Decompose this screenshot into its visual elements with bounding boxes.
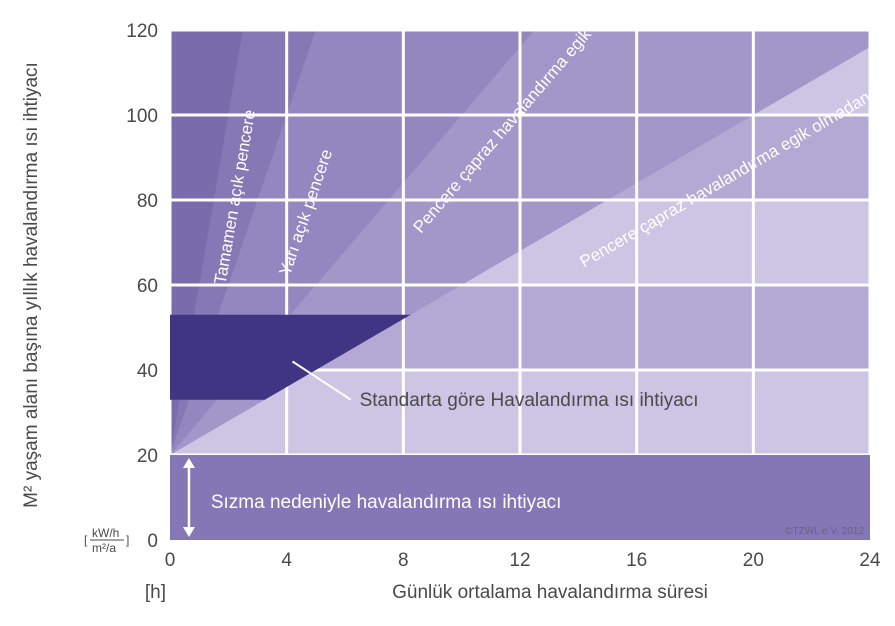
x-tick-label: 8 [398,550,409,571]
infiltration-label: Sızma nedeniyle havalandırma ısı ihtiyac… [211,492,562,513]
x-tick-label: 4 [281,550,292,571]
y-tick-label: 0 [147,531,158,552]
y-unit-bottom: m²/a [92,541,116,555]
y-unit-top: kW/h [92,526,119,540]
y-tick-label: 40 [137,361,158,382]
standard-band-label: Standarta göre Havalandırma ısı ihtiyacı [360,390,699,411]
x-axis-label: Günlük ortalama havalandırma süresi [392,582,708,603]
y-axis-label: M² yaşam alanı başına yıllık havalandırm… [21,62,42,508]
y-tick-label: 80 [137,191,158,212]
x-tick-label: 0 [165,550,176,571]
x-axis-unit: [h] [145,582,166,603]
y-unit-bracket-close: ] [126,533,129,547]
y-tick-label: 120 [126,21,158,42]
x-tick-label: 24 [859,550,881,571]
copyright-text: ©TZWL e.V. 2012 [785,526,864,537]
chart-container: Tamamen açık pencereYarı açık pencerePen… [0,0,895,626]
y-unit-bracket-open: [ [84,533,88,547]
x-tick-label: 16 [626,550,647,571]
chart-svg: Tamamen açık pencereYarı açık pencerePen… [0,0,895,626]
y-tick-label: 60 [137,276,158,297]
y-tick-label: 20 [137,446,158,467]
y-tick-label: 100 [126,106,158,127]
x-tick-label: 20 [743,550,764,571]
x-tick-label: 12 [509,550,530,571]
